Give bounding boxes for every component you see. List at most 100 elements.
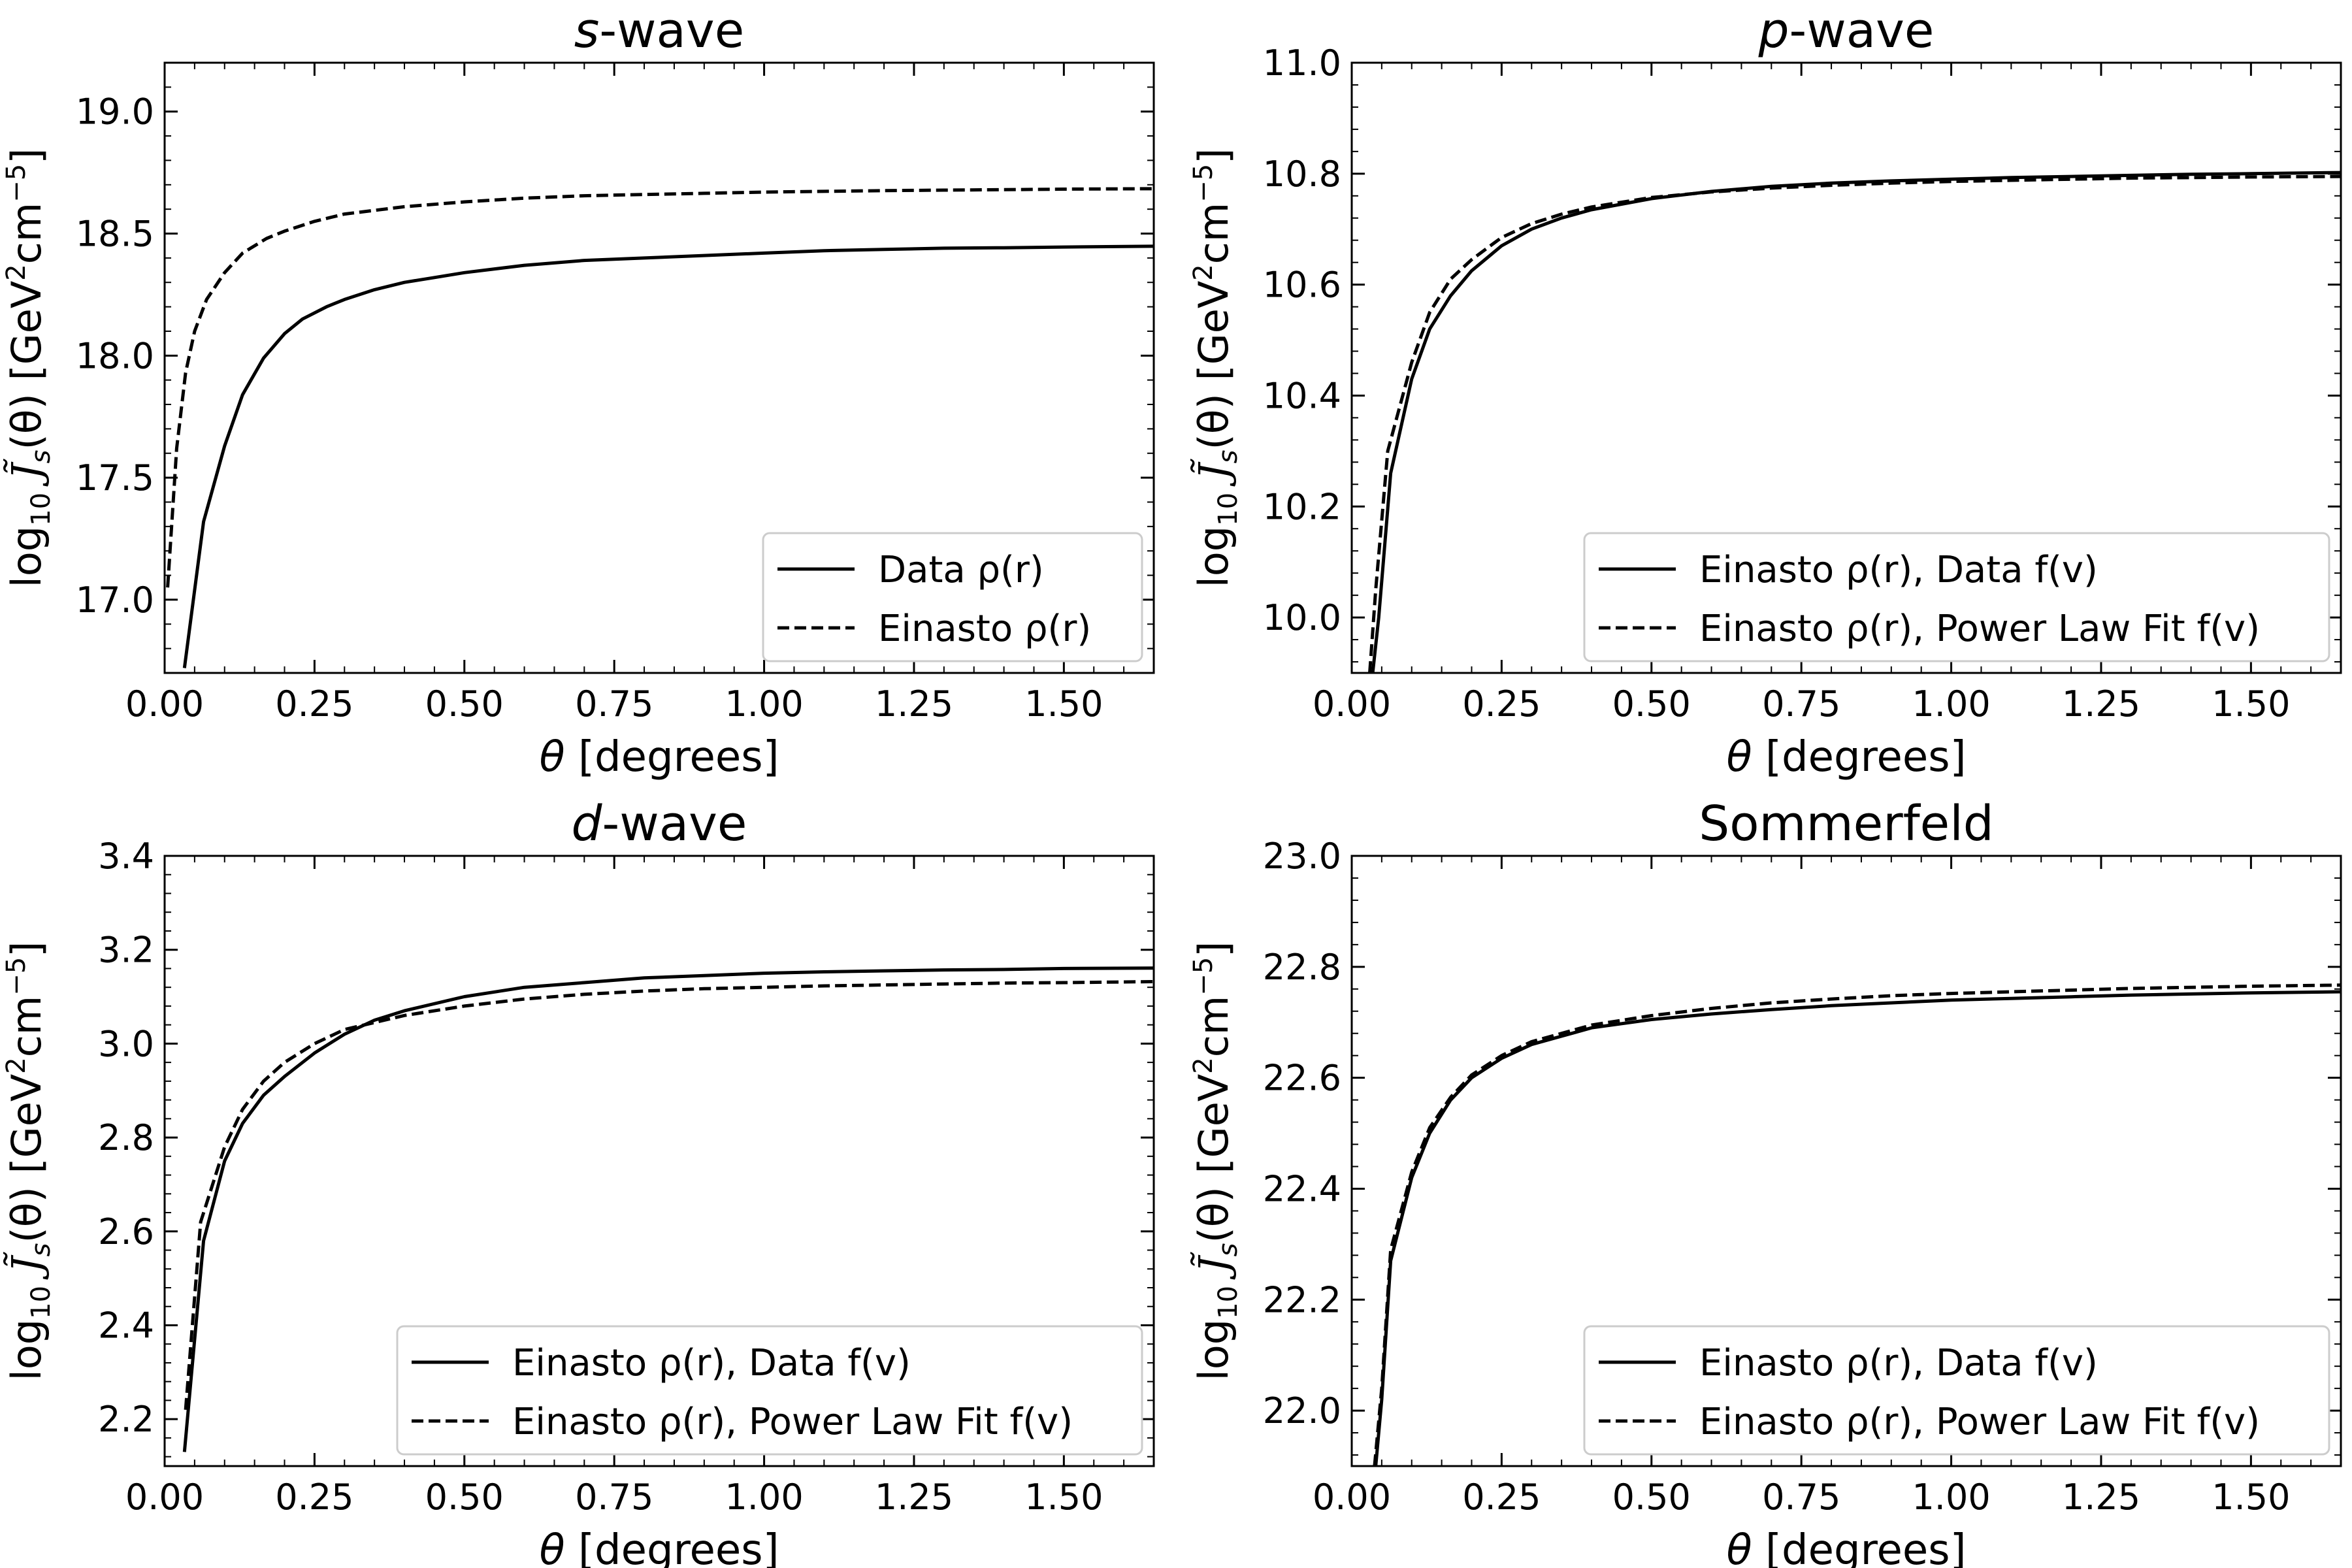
y-tick-label: 17.5 — [76, 457, 154, 498]
x-tick-label: 1.00 — [725, 1477, 803, 1518]
y-tick-label: 2.8 — [98, 1117, 154, 1158]
x-tick-label: 1.50 — [2212, 1477, 2290, 1518]
legend-label: Einasto ρ(r), Power Law Fit f(v) — [512, 1401, 1073, 1443]
x-tick-label: 0.50 — [1612, 683, 1691, 725]
x-tick-label: 1.50 — [1024, 683, 1103, 725]
y-label-log-sub: 10 — [26, 493, 56, 526]
y-label-log-sub: 10 — [26, 1286, 56, 1319]
y-label-arg: (θ) — [1190, 393, 1237, 449]
x-label-symbol: θ — [539, 1526, 564, 1568]
axes-frame — [163, 61, 1155, 674]
series-line-solid — [1374, 990, 2341, 1466]
title-italic: p — [1758, 3, 1789, 59]
y-tick-label: 17.0 — [76, 580, 154, 621]
x-axis-label: θ [degrees] — [539, 1526, 779, 1568]
y-label-units-sup2: −5 — [1188, 164, 1218, 203]
legend-label: Einasto ρ(r) — [878, 608, 1091, 650]
y-label-symbol-sub: s — [1213, 450, 1243, 464]
x-tick-label: 0.00 — [125, 1477, 204, 1518]
legend: Einasto ρ(r), Data f(v) Einasto ρ(r), Pow… — [1583, 1325, 2330, 1456]
y-label-units-sup1: 2 — [1, 264, 31, 280]
y-tick-label: 2.2 — [98, 1399, 154, 1440]
x-label-units: [degrees] — [565, 1526, 779, 1568]
x-tick-label: 1.00 — [725, 683, 803, 725]
x-tick-label: 1.25 — [875, 1477, 953, 1518]
y-axis-label: log10 J̃s(θ) [GeV2cm−5] — [1, 148, 56, 588]
title-rest: Sommerfeld — [1699, 796, 1993, 852]
y-tick-label: 22.8 — [1263, 947, 1341, 988]
series-line-solid — [182, 966, 1154, 1452]
y-tick-label: 22.4 — [1263, 1168, 1341, 1209]
y-label-symbol: J̃ — [1190, 1251, 1237, 1286]
legend: Data ρ(r) Einasto ρ(r) — [762, 532, 1143, 662]
x-label-symbol: θ — [539, 733, 564, 781]
x-tick-label: 0.00 — [125, 683, 204, 725]
x-tick-label: 0.50 — [1612, 1477, 1691, 1518]
y-axis-label: log10 J̃s(θ) [GeV2cm−5] — [1, 941, 56, 1381]
x-tick-label: 0.00 — [1313, 1477, 1391, 1518]
y-tick-label: 22.2 — [1263, 1279, 1341, 1320]
x-label-units: [degrees] — [1752, 733, 1967, 781]
y-label-arg: (θ) — [1190, 1186, 1237, 1243]
y-label-symbol-sub: s — [26, 450, 56, 464]
x-tick-label: 0.50 — [425, 1477, 504, 1518]
y-label-symbol-sub: s — [26, 1243, 56, 1257]
x-tick-label: 0.25 — [1462, 683, 1541, 725]
y-label-units-a: [GeV — [1190, 281, 1237, 394]
title-rest: -wave — [602, 796, 747, 852]
title-rest: -wave — [599, 3, 744, 59]
y-axis-label: log10 J̃s(θ) [GeV2cm−5] — [1188, 148, 1243, 588]
axes-frame — [1350, 855, 2342, 1467]
x-tick-label: 1.50 — [1024, 1477, 1103, 1518]
y-tick-label: 2.6 — [98, 1211, 154, 1252]
y-label-units-b: cm — [3, 996, 50, 1057]
y-label-units-sup2: −5 — [1, 164, 31, 203]
y-tick-label: 19.0 — [76, 91, 154, 133]
x-tick-label: 1.25 — [875, 683, 953, 725]
y-tick-label: 3.2 — [98, 930, 154, 971]
series-line-dashed — [1368, 174, 2341, 673]
x-tick-label: 0.75 — [1762, 1477, 1840, 1518]
y-label-log-sub: 10 — [1213, 1286, 1243, 1319]
chart-title: Sommerfeld — [1699, 796, 1993, 852]
legend-box — [396, 1325, 1143, 1456]
y-label-arg: (θ) — [3, 393, 50, 449]
legend-label: Einasto ρ(r), Data f(v) — [512, 1342, 911, 1384]
legend-label: Einasto ρ(r), Data f(v) — [1699, 549, 2098, 591]
y-tick-label: 10.8 — [1263, 154, 1341, 195]
y-label-units-a: [GeV — [3, 281, 50, 394]
y-label-arg: (θ) — [3, 1186, 50, 1243]
x-tick-label: 0.25 — [275, 683, 353, 725]
x-tick-label: 1.25 — [2062, 683, 2140, 725]
series-line-dashed — [166, 187, 1154, 588]
legend-label: Einasto ρ(r), Power Law Fit f(v) — [1699, 1401, 2260, 1443]
x-tick-label: 0.00 — [1313, 683, 1391, 725]
x-label-units: [degrees] — [1752, 1526, 1967, 1568]
y-tick-label: 10.0 — [1263, 597, 1341, 638]
y-label-symbol: J̃ — [1190, 458, 1237, 493]
y-label-units-b: cm — [3, 203, 50, 264]
y-label-units-a: [GeV — [3, 1074, 50, 1187]
series-line-dashed — [184, 980, 1154, 1410]
x-tick-label: 1.50 — [2212, 683, 2290, 725]
y-tick-label: 11.0 — [1263, 42, 1341, 84]
legend-box — [1583, 1325, 2330, 1456]
x-label-symbol: θ — [1726, 733, 1752, 781]
y-axis-label: log10 J̃s(θ) [GeV2cm−5] — [1188, 941, 1243, 1381]
y-tick-label: 22.6 — [1263, 1058, 1341, 1099]
y-label-units-sup2: −5 — [1188, 957, 1218, 996]
y-tick-label: 18.5 — [76, 214, 154, 255]
title-rest: -wave — [1789, 3, 1935, 59]
x-axis-label: θ [degrees] — [1726, 733, 1966, 781]
x-tick-label: 0.50 — [425, 683, 504, 725]
panel-3: d-wave 0.00 0.25 0.50 0.75 1.00 1.25 1.50 2.2 2.4… — [1, 796, 1155, 1568]
axes-frame — [163, 855, 1155, 1467]
legend-box — [1583, 532, 2330, 662]
y-label-log: log — [3, 1319, 50, 1381]
chart-title: s-wave — [574, 3, 744, 59]
y-label-units-b: cm — [1190, 203, 1237, 264]
y-label-units-sup2: −5 — [1, 957, 31, 996]
x-label-units: [degrees] — [565, 733, 779, 781]
